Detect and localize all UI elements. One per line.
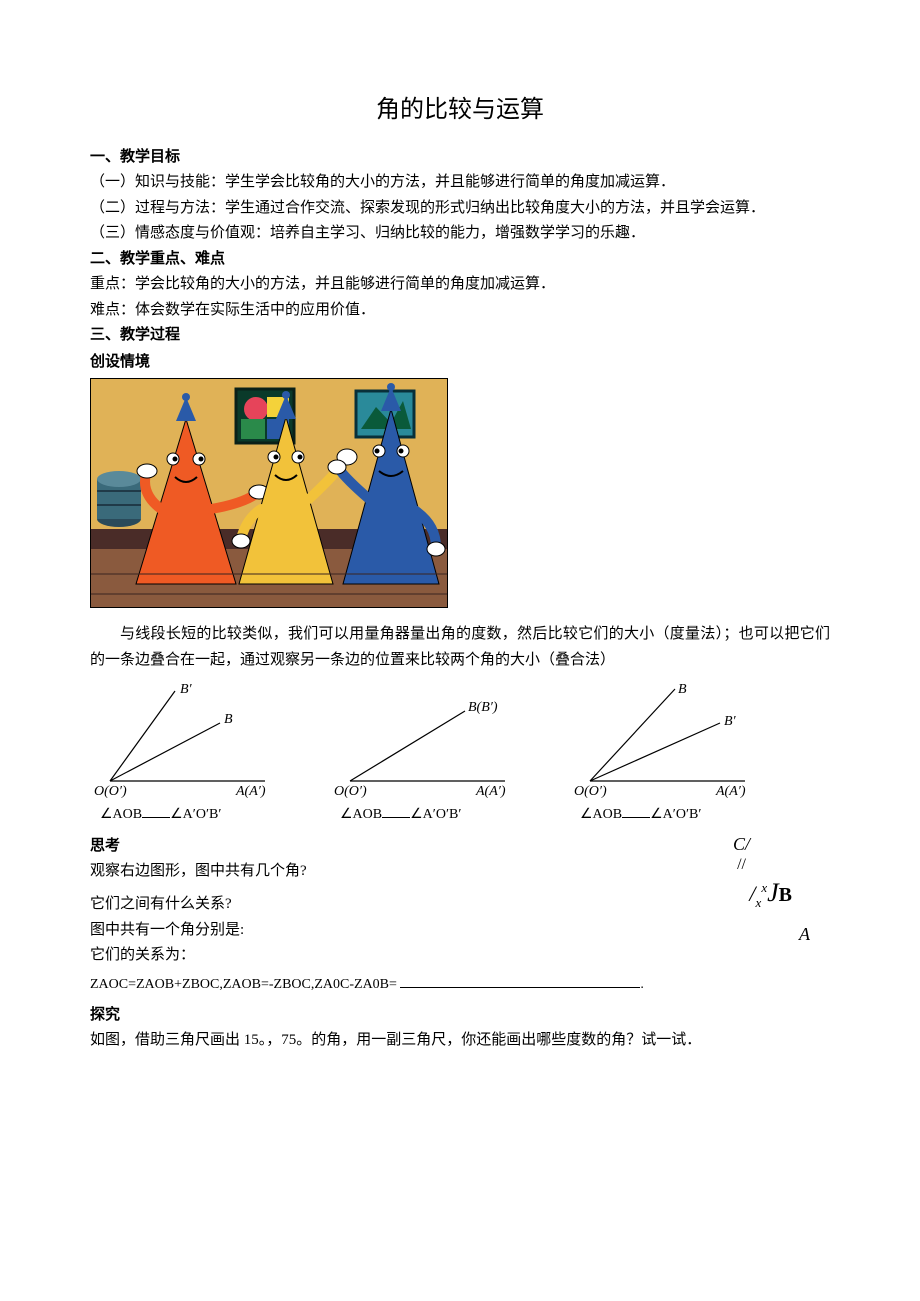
scene-heading: 创设情境 bbox=[90, 349, 830, 375]
svg-text:B′: B′ bbox=[180, 682, 193, 697]
svg-text:B′: B′ bbox=[724, 714, 737, 729]
sikao-block: C/ // /xxJB A 思考 观察右边图形，图中共有几个角? 它们之间有什么… bbox=[90, 833, 830, 996]
angle-caption-2: ∠AOB ∠A′O′B′ bbox=[330, 803, 550, 827]
jb-b: B bbox=[779, 884, 792, 906]
svg-text:O(O′): O(O′) bbox=[94, 784, 127, 799]
formula-tail: . bbox=[640, 977, 644, 992]
s1-p2: （二）过程与方法：学生通过合作交流、探索发现的形式归纳出比较角度大小的方法，并且… bbox=[90, 196, 830, 222]
s1-p3: （三）情感态度与价值观：培养自主学习、归纳比较的能力，增强数学学习的乐趣． bbox=[90, 221, 830, 247]
formula-blank bbox=[400, 976, 640, 987]
sikao-slashes: // bbox=[737, 851, 746, 878]
jb-j: J bbox=[767, 878, 779, 907]
angle-diagram-row: B′ B O(O′) A(A′) ∠AOB ∠A′O′B′ B(B′) O(O′)… bbox=[90, 681, 830, 827]
svg-text:B: B bbox=[224, 712, 233, 727]
angle-caption-1: ∠AOB ∠A′O′B′ bbox=[90, 803, 310, 827]
cap1-aob: ∠AOB bbox=[100, 807, 142, 822]
formula-text: ZAOC=ZAOB+ZBOC,ZAOB=-ZBOC,ZA0C-ZA0B= bbox=[90, 977, 400, 992]
svg-text:A(A′): A(A′) bbox=[715, 784, 746, 799]
svg-text:B(B′): B(B′) bbox=[468, 700, 498, 715]
section-3-heading: 三、教学过程 bbox=[90, 323, 830, 349]
svg-text:O(O′): O(O′) bbox=[334, 784, 367, 799]
cap2-aob2: ∠A′O′B′ bbox=[410, 807, 461, 822]
s2-p2: 难点：体会数学在实际生活中的应用价值． bbox=[90, 298, 830, 324]
sikao-q2: 它们之间有什么关系? bbox=[90, 892, 830, 918]
svg-text:B: B bbox=[678, 682, 687, 697]
svg-text:A(A′): A(A′) bbox=[235, 784, 266, 799]
sikao-letter-a: A bbox=[799, 919, 810, 950]
cartoon-illustration bbox=[90, 378, 448, 608]
sikao-heading: 思考 bbox=[90, 833, 830, 859]
svg-text:O(O′): O(O′) bbox=[574, 784, 607, 799]
cap2-aob: ∠AOB bbox=[340, 807, 382, 822]
section-2-heading: 二、教学重点、难点 bbox=[90, 247, 830, 273]
angle-caption-3: ∠AOB ∠A′O′B′ bbox=[570, 803, 790, 827]
measure-paragraph: 与线段长短的比较类似，我们可以用量角器量出角的度数，然后比较它们的大小（度量法）… bbox=[90, 622, 830, 673]
sikao-q3: 图中共有一个角分别是: bbox=[90, 918, 830, 944]
svg-text:A(A′): A(A′) bbox=[475, 784, 506, 799]
doc-title: 角的比较与运算 bbox=[90, 90, 830, 131]
jb-sub: x bbox=[756, 895, 762, 910]
sikao-formula: ZAOC=ZAOB+ZBOC,ZAOB=-ZBOC,ZA0C-ZA0B= . bbox=[90, 973, 830, 997]
cap3-aob: ∠AOB bbox=[580, 807, 622, 822]
cap3-aob2: ∠A′O′B′ bbox=[650, 807, 701, 822]
s2-p1: 重点：学会比较角的大小的方法，并且能够进行简单的角度加减运算． bbox=[90, 272, 830, 298]
section-1-heading: 一、教学目标 bbox=[90, 145, 830, 171]
cap1-aob2: ∠A′O′B′ bbox=[170, 807, 221, 822]
tanjiu-p: 如图，借助三角尺画出 15。，75。的角，用一副三角尺，你还能画出哪些度数的角？… bbox=[90, 1028, 830, 1054]
sikao-q4: 它们的关系为： bbox=[90, 943, 830, 969]
angle-cell-3: B B′ O(O′) A(A′) ∠AOB ∠A′O′B′ bbox=[570, 681, 790, 827]
angle-cell-2: B(B′) O(O′) A(A′) ∠AOB ∠A′O′B′ bbox=[330, 681, 550, 827]
s1-p1: （一）知识与技能：学生学会比较角的大小的方法，并且能够进行简单的角度加减运算． bbox=[90, 170, 830, 196]
tanjiu-heading: 探究 bbox=[90, 1002, 830, 1028]
angle-cell-1: B′ B O(O′) A(A′) ∠AOB ∠A′O′B′ bbox=[90, 681, 310, 827]
cartoon-svg bbox=[91, 379, 448, 608]
sikao-jb: /xxJB bbox=[749, 871, 792, 915]
sikao-q1: 观察右边图形，图中共有几个角? bbox=[90, 859, 830, 885]
